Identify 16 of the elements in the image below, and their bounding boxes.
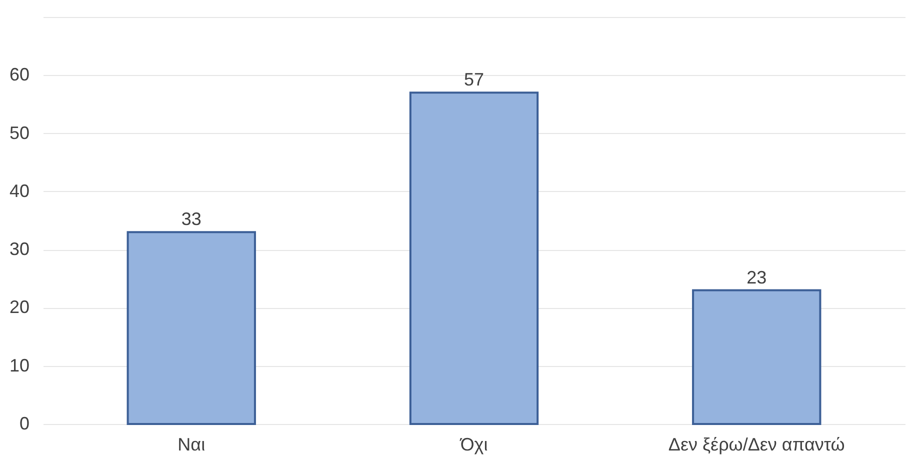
bar [409, 92, 539, 425]
bar [692, 289, 822, 425]
x-tick-label: Δεν ξέρω/Δεν απαντώ [668, 434, 845, 454]
y-tick-label: 50 [9, 122, 30, 143]
y-tick-label: 20 [9, 297, 30, 318]
data-label: 57 [464, 70, 484, 90]
y-tick-label: 30 [9, 239, 30, 260]
y-tick-label: 40 [9, 180, 30, 201]
bar [126, 231, 256, 425]
y-tick-label: 10 [9, 355, 30, 376]
y-tick-label: 0 [19, 414, 30, 434]
data-label: 33 [181, 209, 202, 230]
x-tick-label: Όχι [459, 434, 488, 454]
data-label: 23 [746, 267, 767, 288]
y-tick-label: 60 [9, 64, 30, 85]
x-tick-label: Ναι [178, 434, 206, 454]
